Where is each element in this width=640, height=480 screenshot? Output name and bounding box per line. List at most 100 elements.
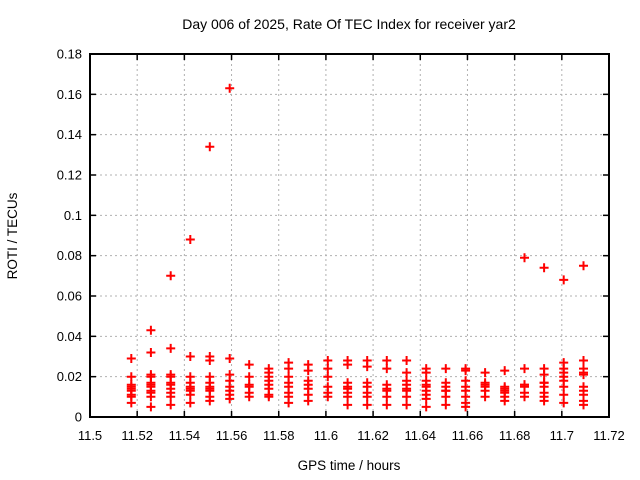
x-tick-label: 11.72 [593, 428, 625, 443]
data-point-marker [185, 352, 195, 361]
data-point-marker [343, 392, 353, 402]
data-point-marker [441, 392, 451, 402]
data-point-marker [264, 392, 274, 402]
data-point-marker [323, 392, 333, 402]
data-point-marker [402, 356, 412, 365]
data-point-marker [500, 366, 510, 376]
data-point-marker [520, 364, 529, 374]
data-point-marker [185, 235, 195, 244]
data-point-marker [126, 354, 136, 363]
y-tick-label: 0.06 [57, 289, 82, 304]
data-point-marker [205, 356, 215, 365]
data-point-marker [225, 394, 235, 404]
data-point-marker [185, 390, 195, 400]
data-point-marker [205, 142, 215, 152]
plot-border-box [89, 53, 610, 418]
data-point-marker [480, 368, 490, 378]
x-tick-label: 11.58 [263, 428, 295, 443]
tick-labels: 11.5 11.52 11.54 11.56 11.58 11.6 11.62 11.64 11… [57, 47, 625, 444]
data-point-marker [579, 356, 588, 365]
data-point-marker [166, 343, 176, 353]
data-point-marker [343, 360, 353, 370]
data-point-marker [244, 360, 254, 370]
data-point-marker [480, 392, 490, 402]
data-point-marker [579, 370, 588, 380]
data-point-marker [382, 364, 392, 374]
data-point-marker [559, 390, 569, 400]
data-point-marker [461, 366, 471, 376]
data-point-marker [559, 398, 569, 408]
x-tick-label: 11.56 [216, 428, 248, 443]
data-point-marker [539, 263, 549, 273]
data-point-marker [126, 398, 136, 408]
data-point-marker [225, 354, 235, 363]
x-tick-label: 11.68 [499, 428, 531, 443]
data-point-marker [421, 402, 431, 412]
data-point-marker [559, 275, 569, 285]
grid-layer [90, 54, 609, 417]
data-point-marker [559, 382, 569, 392]
x-tick-label: 11.7 [550, 428, 574, 443]
data-points [126, 83, 588, 412]
data-point-marker [402, 392, 412, 402]
data-point-marker [323, 356, 333, 365]
y-tick-label: 0.02 [57, 369, 82, 384]
data-point-marker [539, 396, 549, 406]
x-tick-label: 11.54 [169, 428, 201, 443]
data-point-marker [244, 372, 254, 382]
x-tick-label: 11.62 [357, 428, 389, 443]
x-axis-label: GPS time / hours [298, 458, 401, 473]
x-tick-label: 11.52 [121, 428, 153, 443]
data-point-marker [303, 366, 313, 376]
data-point-marker [421, 368, 431, 378]
data-point-marker [382, 356, 392, 365]
data-point-marker [323, 364, 333, 374]
data-point-marker [126, 372, 136, 382]
y-tick-label: 0 [75, 410, 82, 425]
data-point-marker [166, 392, 176, 402]
data-point-marker [323, 372, 333, 382]
y-tick-label: 0.1 [64, 208, 82, 223]
tick-marks [89, 53, 610, 418]
data-point-marker [284, 364, 294, 374]
data-point-marker [461, 402, 471, 412]
data-point-marker [146, 348, 156, 357]
data-point-marker [244, 392, 254, 402]
data-point-marker [205, 396, 215, 406]
data-point-marker [166, 400, 176, 410]
data-point-marker [441, 400, 451, 410]
data-point-marker [421, 394, 431, 404]
y-tick-label: 0.08 [57, 248, 82, 263]
y-tick-label: 0.18 [57, 47, 82, 62]
data-point-marker [382, 400, 392, 410]
data-point-marker [382, 392, 392, 402]
plot-border [89, 53, 610, 418]
data-point-marker [146, 325, 156, 335]
data-point-marker [520, 253, 529, 263]
data-point-marker [520, 392, 529, 402]
y-tick-label: 0.12 [57, 168, 82, 183]
x-tick-label: 11.5 [78, 428, 102, 443]
data-point-marker [579, 261, 588, 271]
data-point-marker [362, 392, 372, 402]
data-point-marker [402, 368, 412, 378]
x-tick-label: 11.66 [452, 428, 484, 443]
chart-title: Day 006 of 2025, Rate Of TEC Index for r… [182, 16, 516, 32]
y-tick-label: 0.14 [57, 127, 82, 142]
data-point-marker [441, 364, 451, 374]
data-point-marker [303, 396, 313, 406]
y-tick-label: 0.04 [57, 329, 82, 344]
y-tick-label: 0.16 [57, 87, 82, 102]
data-point-marker [362, 400, 372, 410]
data-point-marker [146, 392, 156, 402]
data-point-marker [166, 271, 176, 281]
data-point-marker [579, 400, 588, 410]
y-axis-label: ROTI / TECUs [5, 192, 20, 279]
data-point-marker [185, 398, 195, 408]
data-point-marker [500, 396, 510, 406]
data-point-marker [402, 400, 412, 410]
x-tick-label: 11.6 [314, 428, 338, 443]
data-point-marker [343, 400, 353, 410]
